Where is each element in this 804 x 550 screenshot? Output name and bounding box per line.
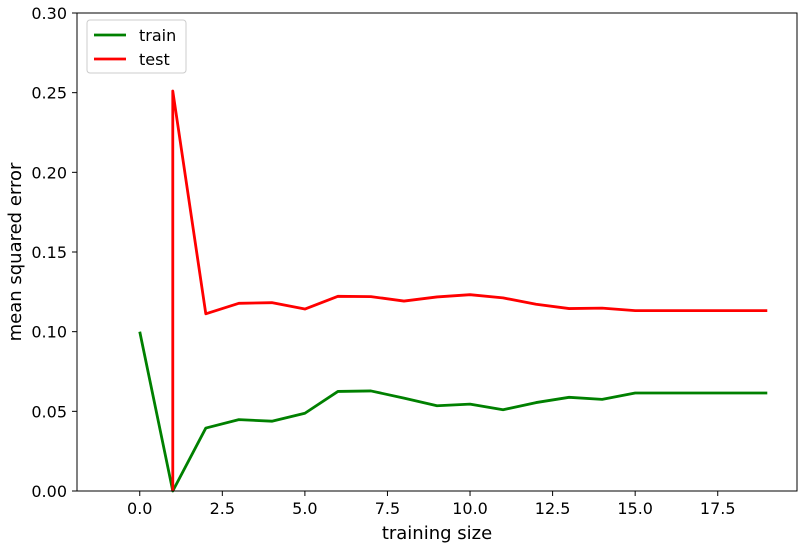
y-axis: 0.00 0.05 0.10 0.15 0.20 0.25 0.30 xyxy=(31,4,77,501)
y-tick-label: 0.15 xyxy=(31,243,67,262)
x-tick-label: 5.0 xyxy=(292,499,317,518)
x-axis: 0.0 2.5 5.0 7.5 10.0 12.5 15.0 17.5 xyxy=(127,491,736,518)
legend-label-train: train xyxy=(139,26,176,45)
plot-area xyxy=(77,13,797,491)
y-tick-label: 0.10 xyxy=(31,323,67,342)
x-axis-label: training size xyxy=(382,523,492,544)
y-tick-label: 0.25 xyxy=(31,84,67,103)
x-tick-label: 10.0 xyxy=(452,499,488,518)
x-tick-label: 12.5 xyxy=(535,499,571,518)
series-line-train xyxy=(138,331,768,493)
y-tick-label: 0.05 xyxy=(31,402,67,421)
series-line-test xyxy=(171,89,768,491)
y-axis-label: mean squared error xyxy=(5,162,26,341)
x-tick-label: 0.0 xyxy=(127,499,152,518)
x-tick-label: 15.0 xyxy=(617,499,653,518)
y-tick-label: 0.00 xyxy=(31,482,67,501)
y-tick-label: 0.20 xyxy=(31,163,67,182)
x-tick-label: 7.5 xyxy=(375,499,400,518)
series-layer xyxy=(138,89,768,493)
y-tick-label: 0.30 xyxy=(31,4,67,23)
legend: train test xyxy=(86,19,187,74)
plot-frame xyxy=(76,12,798,492)
x-tick-label: 17.5 xyxy=(700,499,736,518)
legend-label-test: test xyxy=(139,50,170,69)
x-tick-label: 2.5 xyxy=(210,499,235,518)
